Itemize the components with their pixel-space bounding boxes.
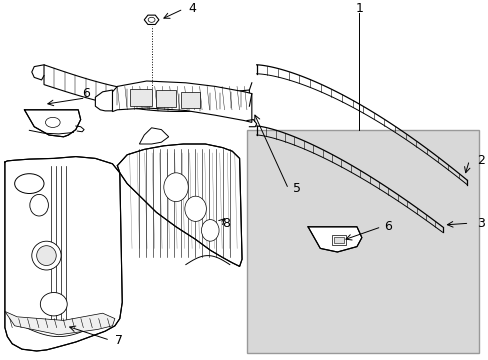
Polygon shape bbox=[5, 311, 115, 335]
Polygon shape bbox=[24, 110, 81, 137]
Bar bbox=[331, 235, 346, 245]
Ellipse shape bbox=[30, 194, 48, 216]
Circle shape bbox=[148, 17, 155, 22]
Text: 4: 4 bbox=[188, 3, 196, 15]
Polygon shape bbox=[32, 65, 44, 85]
Text: 3: 3 bbox=[476, 217, 484, 230]
Text: 6: 6 bbox=[383, 220, 391, 233]
Bar bbox=[156, 90, 176, 107]
Polygon shape bbox=[5, 157, 122, 351]
Ellipse shape bbox=[163, 173, 188, 202]
Ellipse shape bbox=[45, 117, 60, 127]
Ellipse shape bbox=[40, 292, 67, 316]
Ellipse shape bbox=[15, 174, 44, 194]
Bar bbox=[333, 237, 343, 243]
Text: 7: 7 bbox=[115, 334, 122, 347]
Ellipse shape bbox=[32, 241, 61, 270]
Ellipse shape bbox=[201, 220, 219, 241]
Ellipse shape bbox=[184, 196, 206, 221]
Polygon shape bbox=[44, 65, 249, 112]
Polygon shape bbox=[95, 90, 112, 111]
Text: 5: 5 bbox=[293, 183, 301, 195]
Bar bbox=[246, 130, 478, 353]
Bar bbox=[181, 92, 199, 108]
Polygon shape bbox=[139, 128, 168, 144]
Bar bbox=[129, 89, 151, 106]
Ellipse shape bbox=[37, 246, 56, 266]
Text: 6: 6 bbox=[81, 87, 89, 100]
Polygon shape bbox=[307, 227, 361, 252]
Text: 2: 2 bbox=[476, 154, 484, 167]
Text: 1: 1 bbox=[355, 3, 363, 15]
Polygon shape bbox=[112, 81, 251, 122]
Text: 8: 8 bbox=[222, 217, 230, 230]
Polygon shape bbox=[117, 144, 242, 266]
